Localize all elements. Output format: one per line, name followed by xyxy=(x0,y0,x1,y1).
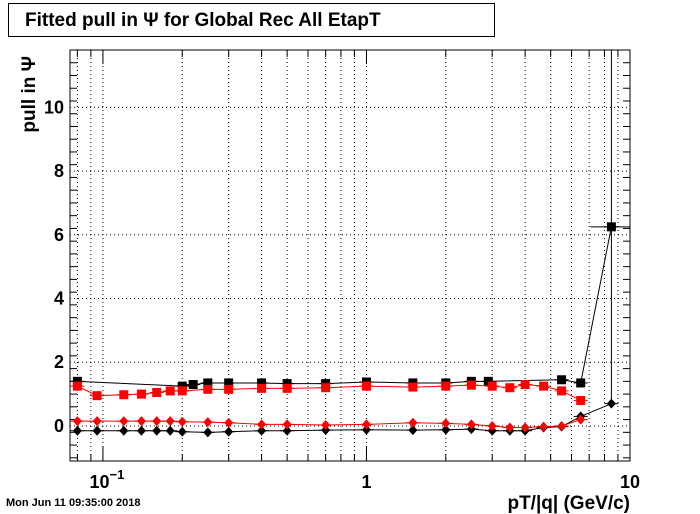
data-point xyxy=(224,378,234,388)
data-point xyxy=(576,414,586,425)
data-point xyxy=(361,381,371,391)
data-point xyxy=(152,388,162,397)
data-point xyxy=(257,378,267,388)
chart-title: Fitted pull in Ψ for Global Rec All Etap… xyxy=(25,10,381,31)
data-point xyxy=(466,380,476,390)
data-point xyxy=(520,380,530,390)
y-tick-label: 2 xyxy=(54,352,64,372)
data-point xyxy=(539,381,549,391)
x-axis-label: pT/|q| (GeV/c) xyxy=(507,493,630,514)
data-point xyxy=(408,382,418,392)
y-tick-label: 8 xyxy=(54,161,64,181)
data-point xyxy=(606,398,616,409)
data-point xyxy=(72,425,82,436)
data-point xyxy=(321,419,331,430)
data-point xyxy=(203,427,213,438)
data-point xyxy=(441,381,451,391)
data-point xyxy=(72,416,82,427)
data-point xyxy=(119,390,129,400)
data-point xyxy=(321,425,331,436)
data-point xyxy=(203,384,213,394)
data-point xyxy=(136,389,146,399)
data-point xyxy=(188,380,198,390)
data-point xyxy=(92,391,102,401)
data-point xyxy=(257,383,267,393)
data-point xyxy=(408,425,418,436)
y-tick-label: 6 xyxy=(54,225,64,245)
data-point xyxy=(557,386,567,396)
data-point xyxy=(224,384,234,394)
data-point xyxy=(177,426,187,437)
data-point xyxy=(520,422,530,433)
data-point xyxy=(466,419,476,430)
series-line xyxy=(77,419,581,429)
data-point xyxy=(361,419,371,430)
data-point xyxy=(576,378,586,388)
data-point xyxy=(557,375,567,385)
data-point xyxy=(539,421,549,432)
data-point xyxy=(483,376,493,386)
data-point xyxy=(282,425,292,436)
data-point xyxy=(165,425,175,436)
data-point xyxy=(92,416,102,427)
series-line xyxy=(77,384,581,401)
data-point xyxy=(606,222,616,232)
data-point xyxy=(441,418,451,429)
x-tick-label: 10 xyxy=(620,472,640,492)
data-point xyxy=(119,416,129,427)
y-tick-label: 4 xyxy=(54,289,64,309)
data-point xyxy=(505,422,515,433)
data-point xyxy=(441,424,451,435)
data-point xyxy=(136,416,146,427)
footer-timestamp: Mon Jun 11 09:35:00 2018 xyxy=(6,497,141,509)
data-point xyxy=(224,426,234,437)
data-point xyxy=(177,386,187,396)
x-tick-label: 1 xyxy=(361,472,371,492)
data-point xyxy=(72,381,82,391)
y-tick-label: 0 xyxy=(54,416,64,436)
data-point xyxy=(282,379,292,389)
title-box: Fitted pull in Ψ for Global Rec All Etap… xyxy=(8,3,495,37)
data-point xyxy=(408,417,418,428)
data-point xyxy=(576,395,586,405)
data-point xyxy=(136,425,146,436)
y-axis-label: pull in Ψ xyxy=(19,56,40,133)
data-point xyxy=(557,420,567,431)
data-point xyxy=(152,425,162,436)
data-point xyxy=(257,425,267,436)
data-point xyxy=(487,381,497,391)
data-point xyxy=(203,417,213,428)
data-point xyxy=(282,383,292,393)
data-point xyxy=(92,425,102,436)
data-point xyxy=(361,424,371,435)
data-point xyxy=(119,425,129,436)
data-point xyxy=(487,420,497,431)
data-point xyxy=(505,383,515,393)
data-point xyxy=(177,381,187,391)
y-tick-label: 10 xyxy=(44,97,64,117)
data-point xyxy=(257,419,267,430)
x-tick-label: 10−1 xyxy=(89,467,124,492)
data-point xyxy=(282,419,292,430)
data-point xyxy=(203,378,213,388)
data-point xyxy=(165,386,175,396)
data-point xyxy=(224,417,234,428)
data-point xyxy=(165,416,175,427)
data-point xyxy=(152,416,162,427)
data-point xyxy=(177,416,187,427)
data-point xyxy=(321,383,331,393)
plot-frame xyxy=(69,49,631,462)
series-line xyxy=(77,226,612,387)
data-point xyxy=(72,376,82,386)
